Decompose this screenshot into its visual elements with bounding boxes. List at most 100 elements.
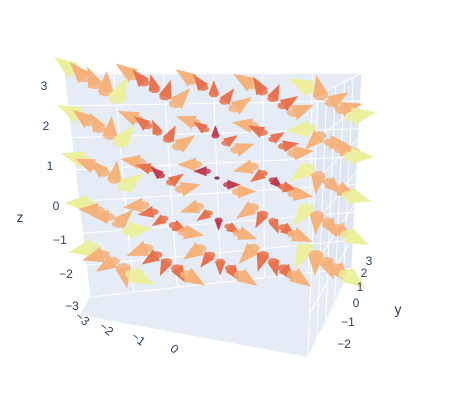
y-axis: −2 −1 0 1 2 3 y: [337, 254, 401, 351]
cone-mark: [72, 109, 94, 129]
cone-mark: [135, 163, 152, 175]
cone-mark: [310, 174, 326, 195]
cone-base: [106, 256, 120, 266]
cone-mark: [285, 120, 310, 138]
cone-base: [107, 175, 122, 184]
cone-mark: [183, 224, 205, 240]
y-tick-label: −2: [337, 337, 351, 351]
cone-mark: [151, 214, 167, 227]
cone-base: [310, 210, 324, 219]
cone-mark: [309, 214, 325, 235]
cone-mark: [150, 166, 164, 180]
cone-base: [267, 95, 279, 103]
cone-base: [322, 178, 335, 186]
cone-base: [139, 243, 154, 253]
cone-mark: [231, 97, 252, 115]
cone-base: [215, 258, 226, 265]
cone-base: [268, 177, 278, 183]
cone-base: [287, 229, 301, 239]
cone-base: [301, 123, 317, 134]
cone-base: [297, 242, 314, 253]
cone-base: [313, 91, 328, 101]
cone-mark: [141, 249, 161, 265]
cone-base: [286, 108, 302, 117]
cone-mark: [120, 154, 141, 170]
z-tick-label: −1: [53, 233, 67, 247]
gridline-side: [307, 267, 353, 358]
cone-mark: [279, 95, 299, 112]
cone-mark: [113, 124, 135, 148]
cone-base: [202, 168, 211, 174]
cone-mark: [211, 125, 220, 137]
cone-mark: [200, 251, 215, 268]
cone-base: [278, 183, 289, 191]
y-tick-label: 1: [357, 280, 364, 294]
cone-base: [323, 138, 337, 147]
cone-base: [300, 163, 316, 174]
cone-mark: [233, 159, 254, 174]
cone-base: [97, 169, 111, 177]
cone-base: [177, 227, 192, 237]
z-axis: 3 2 1 0 −1 −2 −3 z: [17, 79, 80, 313]
cone-mark: [97, 70, 114, 93]
cone-base: [174, 185, 189, 194]
y-tick-label: 2: [361, 266, 368, 280]
y-tick-label: −1: [341, 315, 355, 329]
cone-base: [321, 217, 334, 226]
cone-mark: [282, 140, 300, 153]
cone-base: [95, 250, 110, 259]
scene-walls: [64, 73, 362, 357]
cone-mark: [341, 266, 366, 289]
cone-mark: [137, 205, 155, 218]
cone-mark: [174, 135, 196, 153]
z-axis-title: z: [17, 209, 24, 225]
cone-base: [278, 142, 289, 150]
cone-base: [221, 140, 231, 146]
cone-mark: [270, 131, 285, 144]
cone-base: [256, 129, 268, 136]
cone-mark: [293, 145, 314, 161]
cone-mark: [329, 135, 349, 150]
cone-mark: [350, 147, 375, 165]
cone-base: [287, 148, 301, 158]
cone-base: [93, 125, 106, 133]
cone-base: [230, 146, 243, 154]
cone-base: [257, 251, 270, 259]
cone-mark: [132, 69, 149, 88]
cone-base: [137, 79, 150, 87]
cone-mark: [214, 219, 223, 231]
cone-base: [88, 80, 102, 90]
cone-mark: [122, 197, 144, 213]
cone-base: [330, 223, 345, 233]
cone-base: [171, 264, 183, 272]
cone-base: [277, 264, 290, 272]
cone-base: [267, 258, 279, 265]
cone-mark: [95, 254, 117, 272]
cone-base: [344, 111, 361, 122]
cone-mark: [350, 107, 377, 126]
cone-mark: [289, 161, 313, 182]
cone-mark: [208, 80, 220, 95]
cone-base: [278, 224, 289, 231]
cone-base: [197, 84, 209, 91]
cone-base: [152, 129, 163, 136]
cone-field: [54, 56, 377, 289]
cone-mark: [196, 208, 212, 221]
cone-mark: [237, 184, 257, 199]
cone-base: [149, 86, 160, 94]
cone-base: [232, 229, 246, 238]
cone-base: [168, 221, 180, 229]
cone-base: [214, 176, 220, 180]
cone-mark: [292, 186, 314, 201]
cone-base: [319, 256, 333, 266]
cone-mark: [115, 63, 138, 83]
cone-mark: [347, 187, 372, 204]
cone-mark: [235, 201, 257, 219]
cone-base: [189, 160, 203, 169]
cone-base: [324, 98, 339, 107]
z-tick-label: 3: [41, 79, 48, 93]
cone-mark: [175, 69, 197, 87]
cone-mark: [214, 261, 226, 276]
cone-mark: [68, 239, 94, 257]
